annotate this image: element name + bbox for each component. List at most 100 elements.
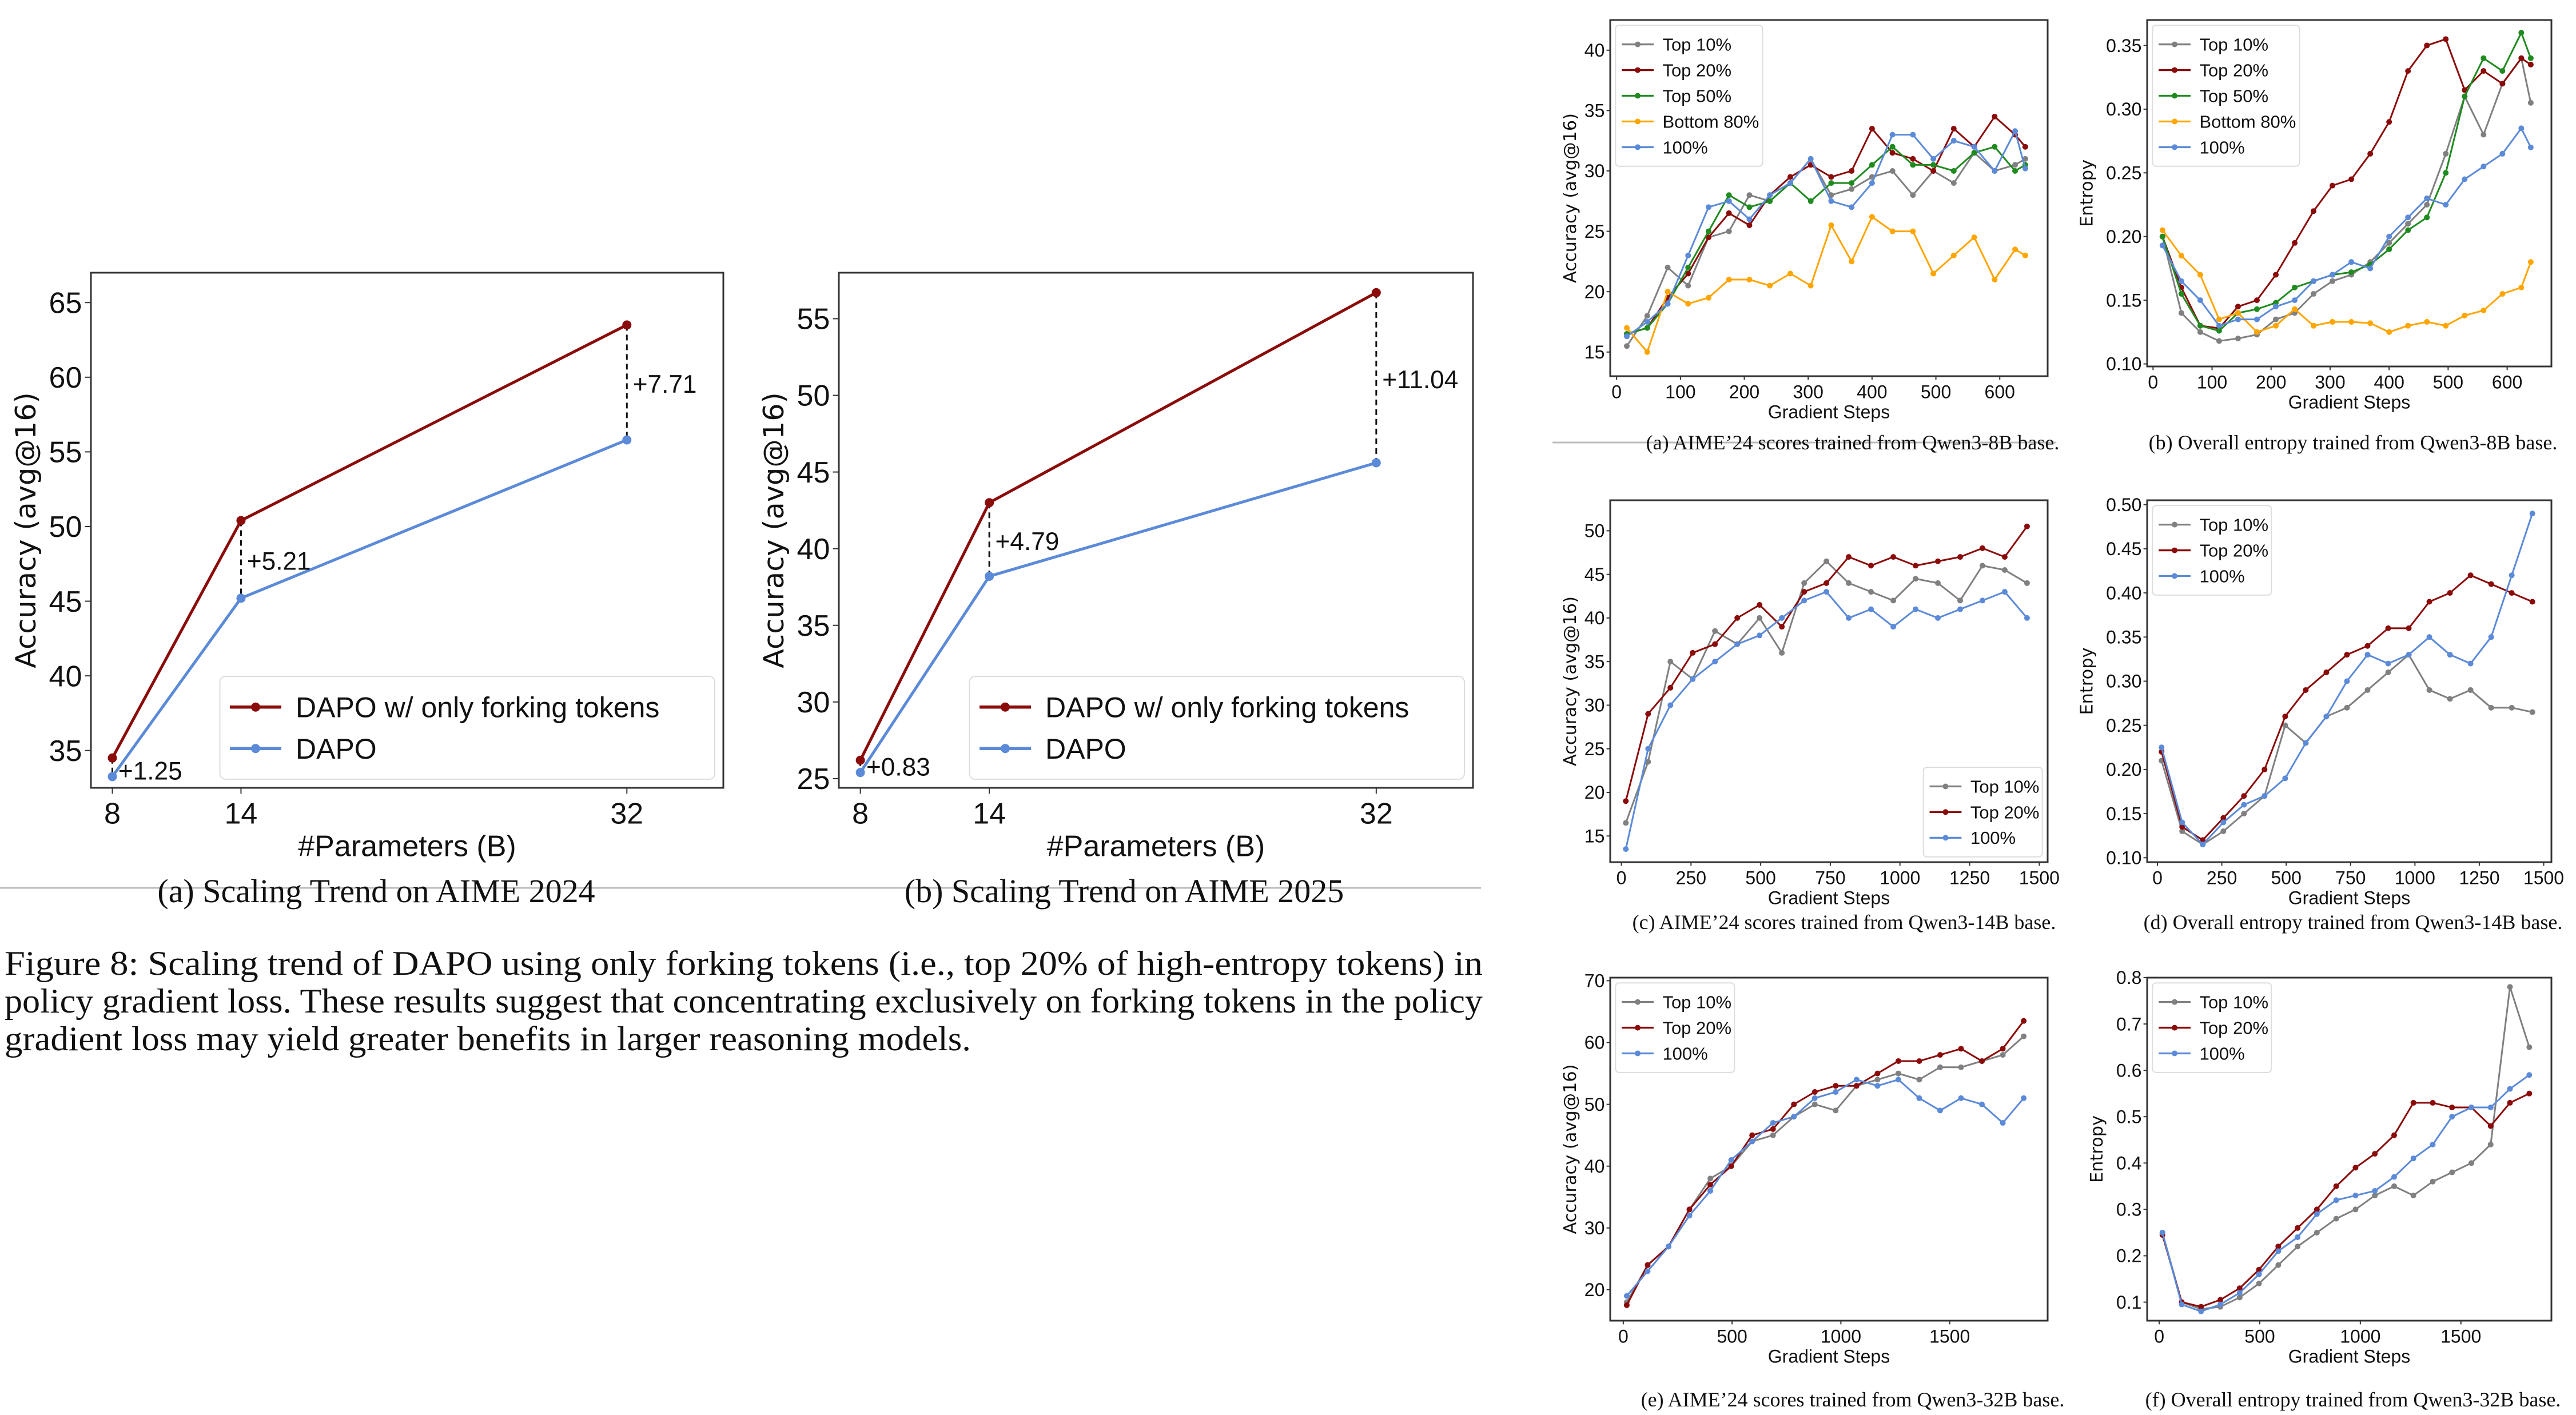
legend-label: Top 20%	[1662, 60, 1731, 80]
data-point	[2386, 246, 2392, 253]
x-tick-label: 14	[225, 797, 258, 830]
data-point	[2462, 312, 2468, 318]
data-point	[2024, 523, 2030, 529]
data-point	[2386, 240, 2392, 246]
data-point	[1757, 632, 1763, 639]
data-point	[1849, 168, 1855, 174]
data-point	[2443, 322, 2449, 329]
y-tick-label: 40	[49, 660, 82, 693]
data-point	[2197, 322, 2203, 329]
data-point	[985, 498, 994, 508]
chart-2: 0 100 200 300 400 500 600 15 20 25 30 35 40 Gradient …	[1560, 19, 2059, 454]
data-point	[2241, 811, 2247, 817]
legend: Top 10% Top 20% 100%	[2152, 505, 2272, 596]
data-point	[1623, 1302, 1630, 1308]
data-point	[1992, 113, 1998, 119]
x-axis-label: #Parameters (B)	[1047, 830, 1265, 863]
plot-area	[2159, 30, 2534, 344]
x-tick-label: 1500	[2019, 867, 2060, 888]
data-point	[1849, 186, 1855, 192]
plot-area	[855, 288, 1381, 778]
x-tick-label: 500	[2271, 867, 2301, 888]
y-tick-label: 40	[1584, 40, 1605, 61]
data-point	[236, 593, 246, 603]
data-point	[1868, 563, 1874, 569]
data-point	[1644, 313, 1650, 319]
data-point	[1913, 576, 1919, 582]
x-tick-label: 100	[2197, 372, 2227, 392]
data-point	[2348, 259, 2355, 265]
data-point	[2443, 150, 2449, 157]
plot-frame	[1609, 499, 2049, 863]
legend: Top 10% Top 20% Top 50% Bottom 80% 100%	[2152, 25, 2300, 167]
data-point	[2529, 709, 2535, 715]
data-point	[2314, 1206, 2320, 1213]
data-point	[2021, 1033, 2027, 1039]
data-point	[2499, 68, 2506, 74]
series-line	[1626, 1078, 2025, 1297]
y-tick-label: 0.2	[2116, 1246, 2141, 1266]
data-point	[2292, 297, 2298, 304]
y-tick-label: 0.45	[2106, 539, 2141, 559]
data-point	[1979, 1101, 1985, 1107]
x-tick-label: 100	[1665, 381, 1695, 402]
x-tick-label: 200	[1729, 381, 1759, 402]
x-tick-label: 750	[2335, 867, 2366, 888]
data-point	[2197, 272, 2203, 278]
legend: DAPO w/ only forking tokens DAPO	[969, 676, 1465, 780]
data-point	[2253, 306, 2260, 312]
y-tick-label: 40	[1584, 1156, 1605, 1177]
legend-marker	[2172, 547, 2178, 553]
data-point	[2499, 150, 2506, 157]
data-point	[1685, 301, 1691, 307]
x-tick-label: 14	[973, 797, 1006, 830]
y-tick-label: 0.35	[2106, 627, 2141, 648]
data-point	[2314, 1211, 2320, 1217]
x-axis-label: Gradient Steps	[1768, 402, 1890, 422]
data-point	[2012, 246, 2018, 253]
data-point	[2159, 227, 2165, 233]
data-point	[2311, 322, 2317, 329]
data-point	[2330, 319, 2336, 325]
data-point	[1846, 615, 1852, 621]
data-point	[108, 772, 117, 782]
legend-label: 100%	[2199, 566, 2244, 586]
y-tick-label: 35	[49, 735, 82, 768]
y-tick-label: 60	[49, 361, 82, 394]
data-point	[2295, 1234, 2301, 1241]
data-point	[1624, 333, 1630, 340]
data-point	[1746, 216, 1753, 222]
data-point	[1937, 1064, 1943, 1070]
data-point	[1779, 624, 1785, 630]
data-point	[2292, 284, 2298, 290]
y-tick-label: 0.3	[2116, 1199, 2141, 1220]
data-point	[1811, 1095, 1818, 1101]
data-point	[1958, 1095, 1964, 1101]
data-point	[1849, 204, 1855, 210]
data-point	[2253, 329, 2260, 335]
data-point	[1685, 264, 1691, 270]
y-tick-label: 15	[1584, 342, 1605, 362]
y-tick-label: 0.15	[2106, 290, 2141, 310]
plot-frame	[2146, 499, 2553, 863]
y-tick-label: 0.35	[2106, 35, 2141, 56]
y-tick-label: 70	[1584, 971, 1605, 991]
data-point	[2024, 615, 2030, 621]
data-point	[2295, 1243, 2301, 1250]
data-point	[2352, 1165, 2359, 1171]
data-point	[2527, 259, 2534, 265]
figure-caption-line: policy gradient loss. These results sugg…	[5, 982, 1483, 1020]
data-point	[2468, 1105, 2475, 1111]
data-point	[2179, 1301, 2185, 1308]
data-point	[2527, 99, 2534, 106]
y-tick-label: 0.7	[2116, 1014, 2141, 1034]
data-point	[2330, 272, 2336, 278]
data-point	[2022, 252, 2028, 258]
x-tick-label: 1000	[1821, 1326, 1861, 1346]
data-point	[2509, 704, 2515, 711]
gap-annotation: +11.04	[1382, 366, 1458, 394]
data-point	[2527, 144, 2534, 150]
data-point	[2410, 1155, 2416, 1162]
legend-label: 100%	[2199, 1043, 2244, 1063]
data-point	[2273, 272, 2279, 278]
